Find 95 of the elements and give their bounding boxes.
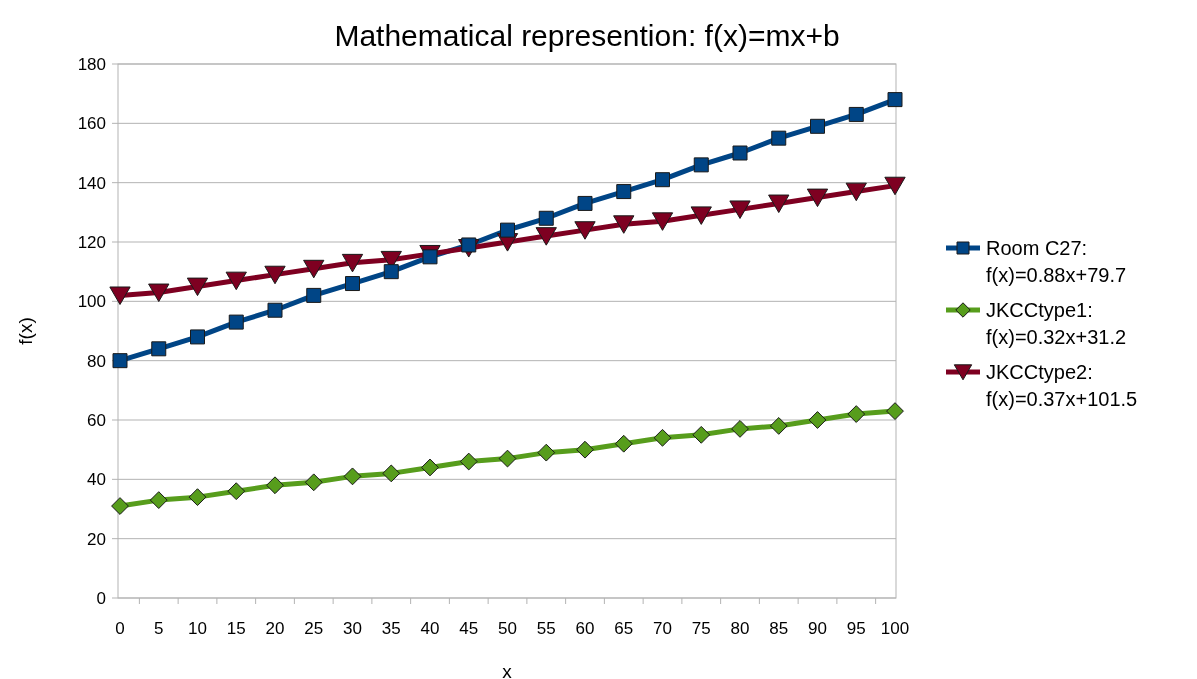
y-tick-label: 120 (77, 233, 106, 252)
y-tick-label: 160 (77, 114, 106, 134)
x-axis-title: x (502, 661, 513, 679)
x-tick-label: 95 (846, 619, 866, 638)
x-tick-label: 40 (420, 619, 440, 638)
point (538, 210, 554, 226)
y-tick-label: 40 (87, 470, 106, 490)
point (459, 452, 478, 471)
point (845, 182, 867, 202)
x-tick-label: 70 (653, 619, 672, 638)
y-tick-label: 20 (87, 529, 106, 549)
point (806, 188, 829, 208)
point (808, 411, 827, 429)
chart-title: Mathematical represention: f(x)=mx+b (334, 19, 840, 52)
x-tick-label: 45 (459, 619, 479, 638)
point (304, 473, 323, 492)
point (616, 184, 632, 200)
x-tick-label: 100 (880, 619, 910, 638)
point (267, 302, 283, 318)
y-tick-label: 60 (87, 411, 106, 430)
point (190, 329, 205, 345)
point (498, 449, 517, 468)
x-tick-label: 0 (115, 619, 125, 638)
point (577, 195, 593, 211)
x-tick-label: 30 (343, 619, 362, 638)
x-tick-label: 50 (498, 619, 517, 638)
x-tick-label: 5 (154, 619, 164, 638)
point (345, 276, 360, 292)
point (574, 221, 596, 240)
point (421, 458, 439, 477)
point (225, 271, 247, 291)
point (884, 176, 906, 196)
point (303, 259, 325, 279)
point (383, 264, 399, 280)
legend-label: JKCCtype2: f(x)=0.37x+101.5 (986, 361, 1138, 410)
point (112, 353, 128, 369)
point (535, 227, 557, 246)
point (886, 402, 904, 420)
point (887, 92, 903, 108)
point (151, 341, 167, 357)
point (768, 194, 790, 214)
x-tick-label: 55 (536, 619, 556, 638)
y-tick-label: 100 (77, 292, 106, 312)
point (692, 425, 711, 444)
point (382, 464, 401, 483)
point (732, 145, 748, 161)
x-tick-label: 35 (381, 619, 401, 638)
x-tick-label: 85 (769, 619, 789, 638)
point (186, 277, 209, 297)
point (613, 215, 635, 234)
point (227, 482, 246, 501)
point (655, 172, 670, 188)
point (500, 222, 515, 238)
point (690, 206, 712, 225)
point (188, 488, 207, 507)
point (729, 200, 751, 219)
point (149, 491, 168, 509)
point (771, 130, 787, 146)
x-tick-label: 60 (575, 619, 595, 638)
y-tick-label: 0 (96, 589, 106, 608)
point (731, 420, 749, 438)
point (306, 287, 322, 303)
x-tick-label: 65 (614, 619, 634, 638)
y-tick-label: 80 (87, 351, 106, 371)
point (537, 443, 556, 462)
point (341, 253, 364, 273)
point (343, 467, 362, 486)
point (653, 428, 672, 447)
x-tick-label: 20 (265, 619, 285, 638)
point (111, 497, 129, 515)
point (422, 249, 438, 265)
x-tick-label: 80 (730, 619, 750, 638)
point (109, 286, 131, 305)
y-tick-label: 140 (77, 173, 106, 193)
point (847, 405, 866, 423)
legend-label: Room C27: f(x)=0.88x+79.7 (986, 237, 1127, 286)
x-tick-label: 15 (226, 619, 246, 638)
point (848, 106, 864, 122)
point (693, 157, 709, 173)
point (576, 440, 594, 459)
y-axis-title: f(x) (15, 317, 36, 345)
point (614, 434, 633, 453)
point (228, 314, 244, 330)
legend-label: JKCCtype1: f(x)=0.32x+31.2 (986, 299, 1127, 348)
point (264, 265, 286, 285)
x-tick-label: 90 (808, 619, 827, 638)
point (148, 283, 170, 303)
point (266, 476, 284, 495)
point (651, 212, 674, 231)
x-tick-label: 75 (691, 619, 711, 638)
x-tick-label: 25 (304, 619, 324, 638)
point (769, 417, 788, 435)
y-tick-label: 180 (77, 55, 106, 74)
x-tick-label: 10 (188, 619, 207, 638)
point (810, 118, 825, 134)
